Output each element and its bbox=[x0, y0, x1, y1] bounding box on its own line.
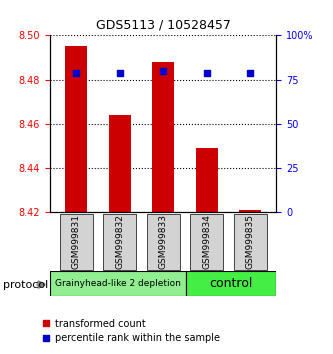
Bar bbox=[190, 213, 223, 270]
Text: GSM999834: GSM999834 bbox=[202, 214, 211, 269]
Legend: transformed count, percentile rank within the sample: transformed count, percentile rank withi… bbox=[38, 315, 223, 347]
Point bbox=[204, 70, 209, 75]
Bar bbox=[239, 210, 261, 212]
Bar bbox=[65, 46, 87, 212]
Title: GDS5113 / 10528457: GDS5113 / 10528457 bbox=[96, 18, 231, 32]
Text: GSM999833: GSM999833 bbox=[159, 214, 168, 269]
Point bbox=[117, 70, 122, 75]
Text: Grainyhead-like 2 depletion: Grainyhead-like 2 depletion bbox=[55, 279, 181, 288]
Bar bbox=[109, 115, 131, 212]
Text: control: control bbox=[209, 277, 253, 290]
Bar bbox=[196, 148, 217, 212]
Point bbox=[248, 70, 253, 75]
Bar bbox=[60, 213, 93, 270]
Bar bbox=[147, 213, 180, 270]
Point bbox=[73, 70, 79, 75]
Point bbox=[161, 68, 166, 74]
Bar bbox=[234, 213, 267, 270]
Bar bbox=[186, 271, 276, 296]
Bar bbox=[152, 62, 174, 212]
Text: GSM999832: GSM999832 bbox=[115, 214, 124, 269]
Text: GSM999831: GSM999831 bbox=[72, 214, 81, 269]
Bar bbox=[50, 271, 186, 296]
Bar bbox=[103, 213, 136, 270]
Text: GSM999835: GSM999835 bbox=[246, 214, 255, 269]
Text: protocol: protocol bbox=[3, 280, 49, 290]
